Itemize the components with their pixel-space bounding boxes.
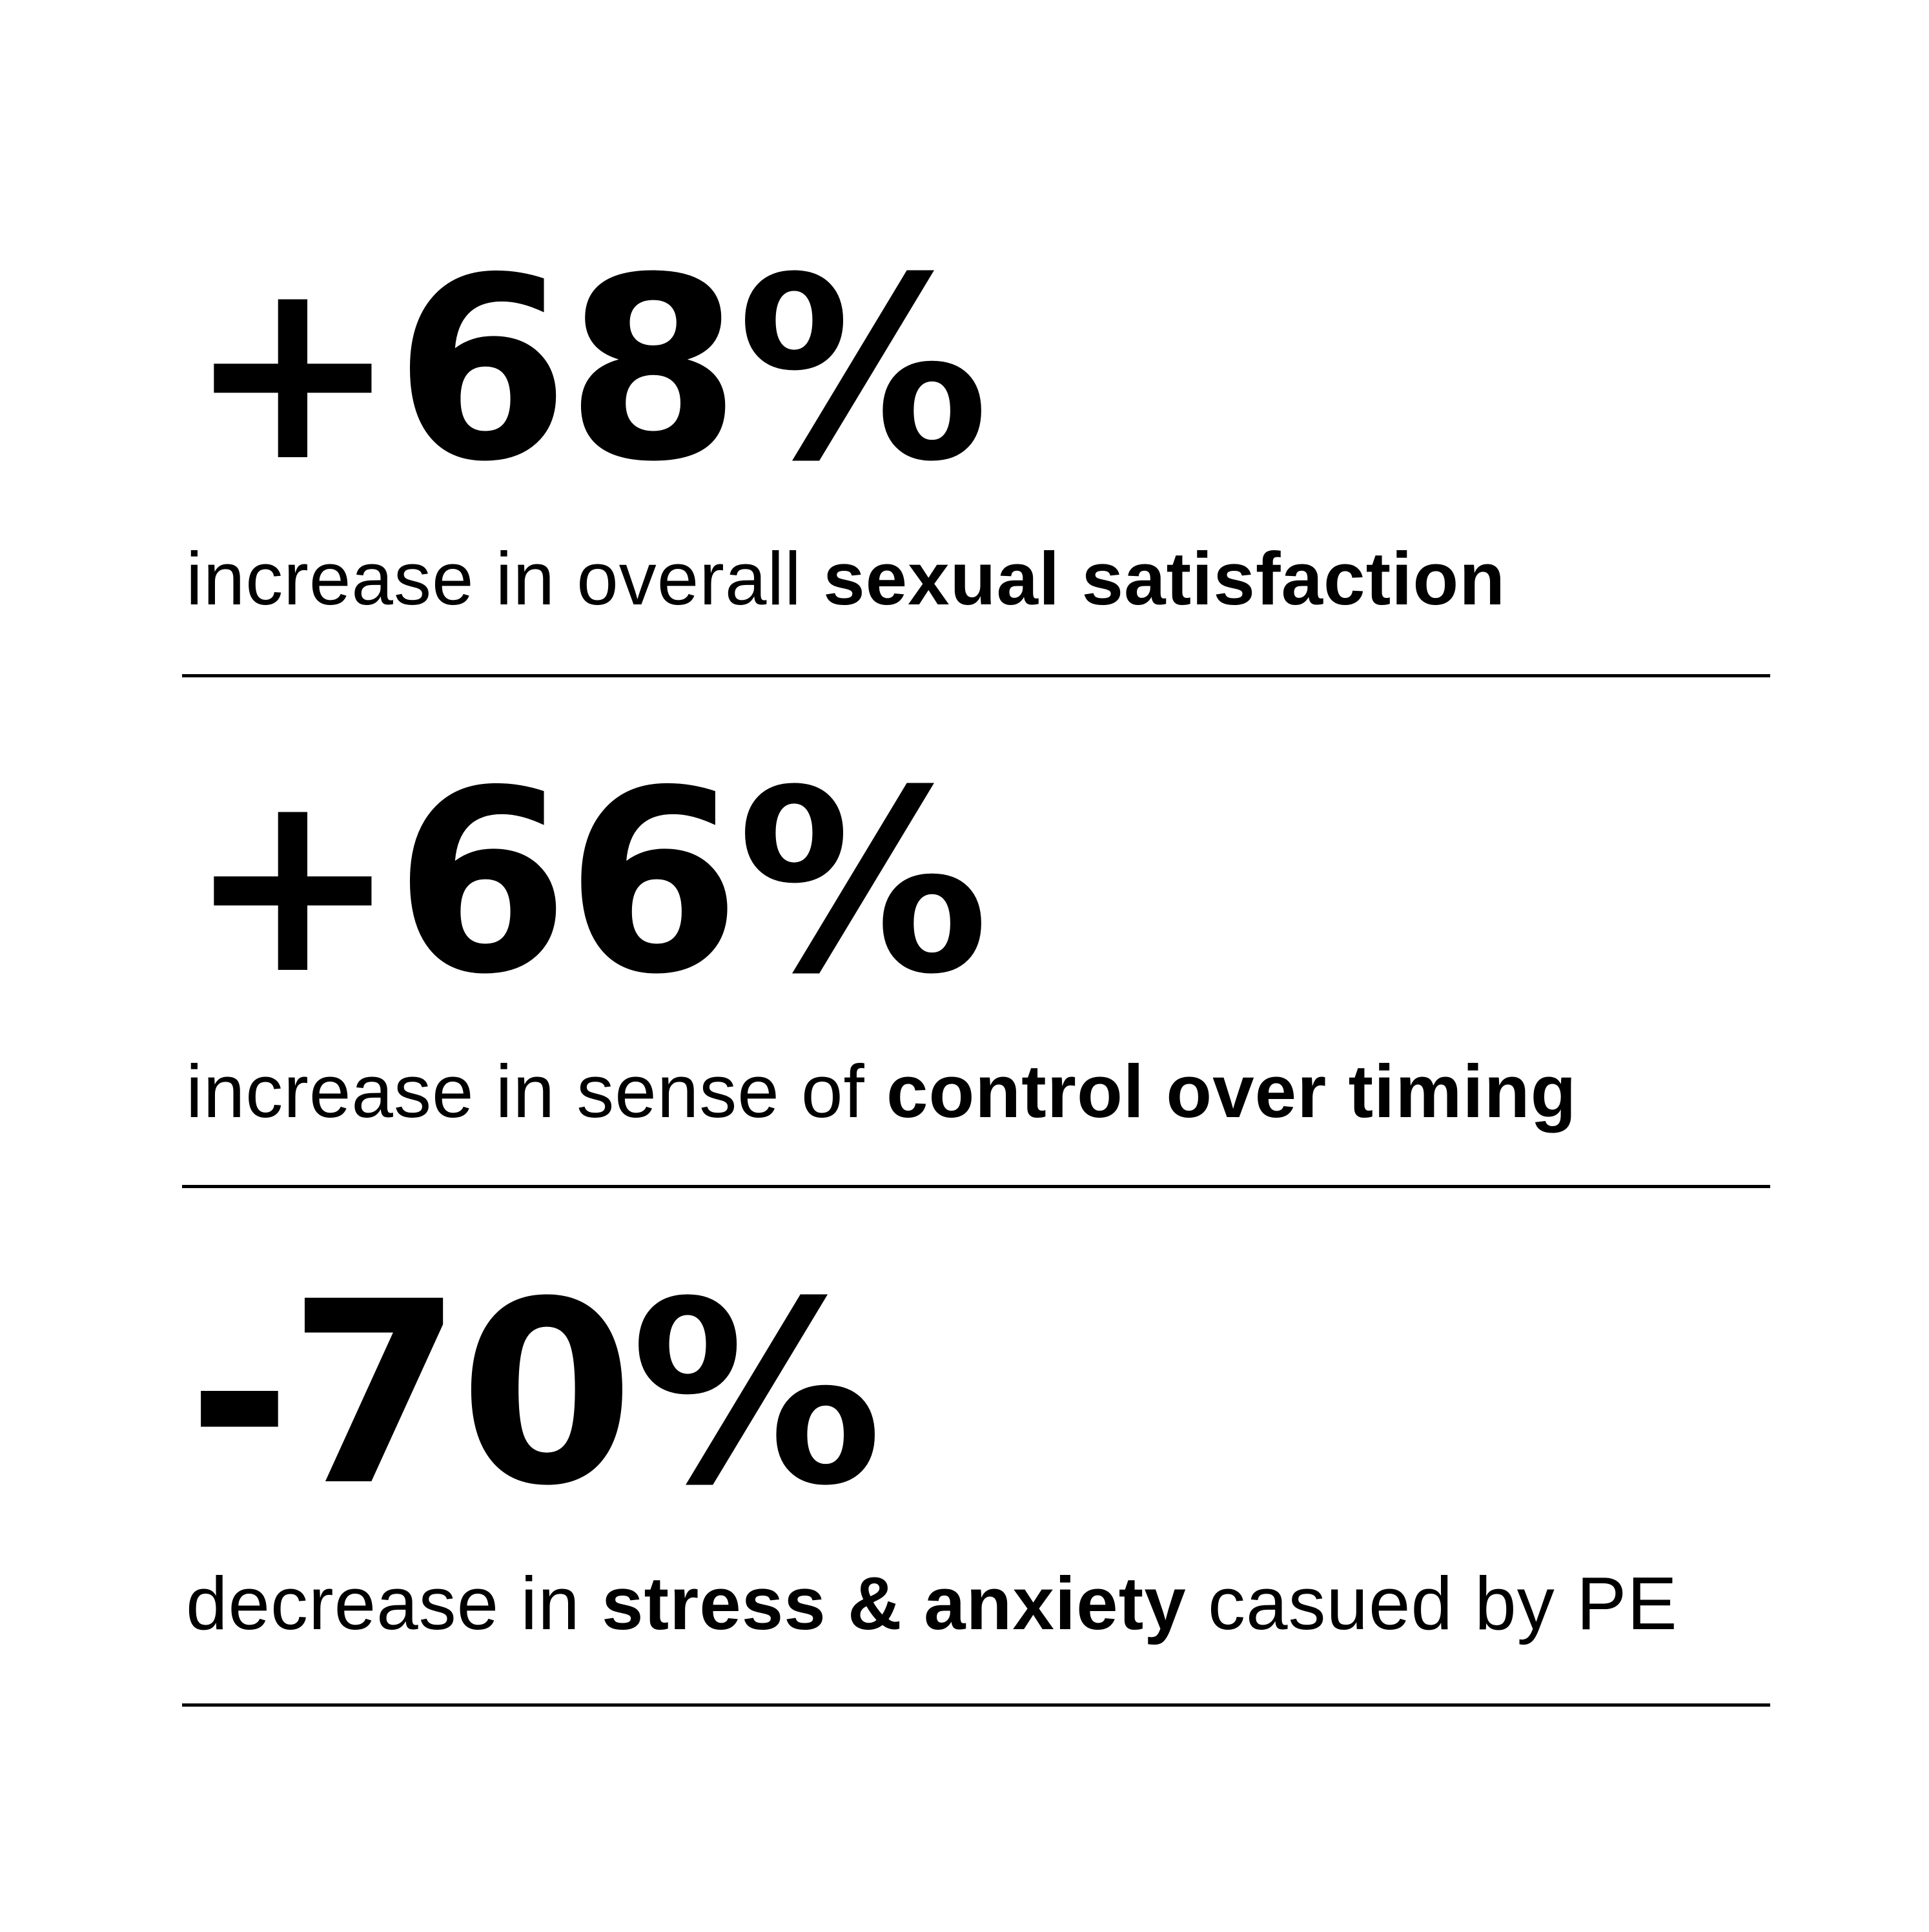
stat-caption-highlight: sexual satisfaction	[823, 537, 1506, 621]
stat-caption-highlight: control over timing	[886, 1049, 1577, 1133]
divider	[182, 1703, 1770, 1707]
stat-value: +68%	[187, 223, 989, 517]
stat-caption-prefix: increase in sense of	[186, 1049, 886, 1133]
stat-caption-prefix: decrease in	[186, 1561, 602, 1645]
stat-caption-prefix: increase in overall	[186, 537, 824, 621]
stat-caption: increase in overall sexual satisfaction	[186, 541, 1505, 616]
stat-caption: increase in sense of control over timing	[186, 1054, 1577, 1129]
stat-value: -70%	[187, 1248, 883, 1541]
stat-value: +66%	[187, 736, 989, 1029]
stat-caption-suffix: casued by PE	[1186, 1561, 1678, 1645]
divider	[182, 1185, 1770, 1188]
divider	[182, 674, 1770, 677]
stat-caption: decrease in stress & anxiety casued by P…	[186, 1566, 1678, 1641]
stat-caption-highlight: stress & anxiety	[601, 1561, 1187, 1645]
